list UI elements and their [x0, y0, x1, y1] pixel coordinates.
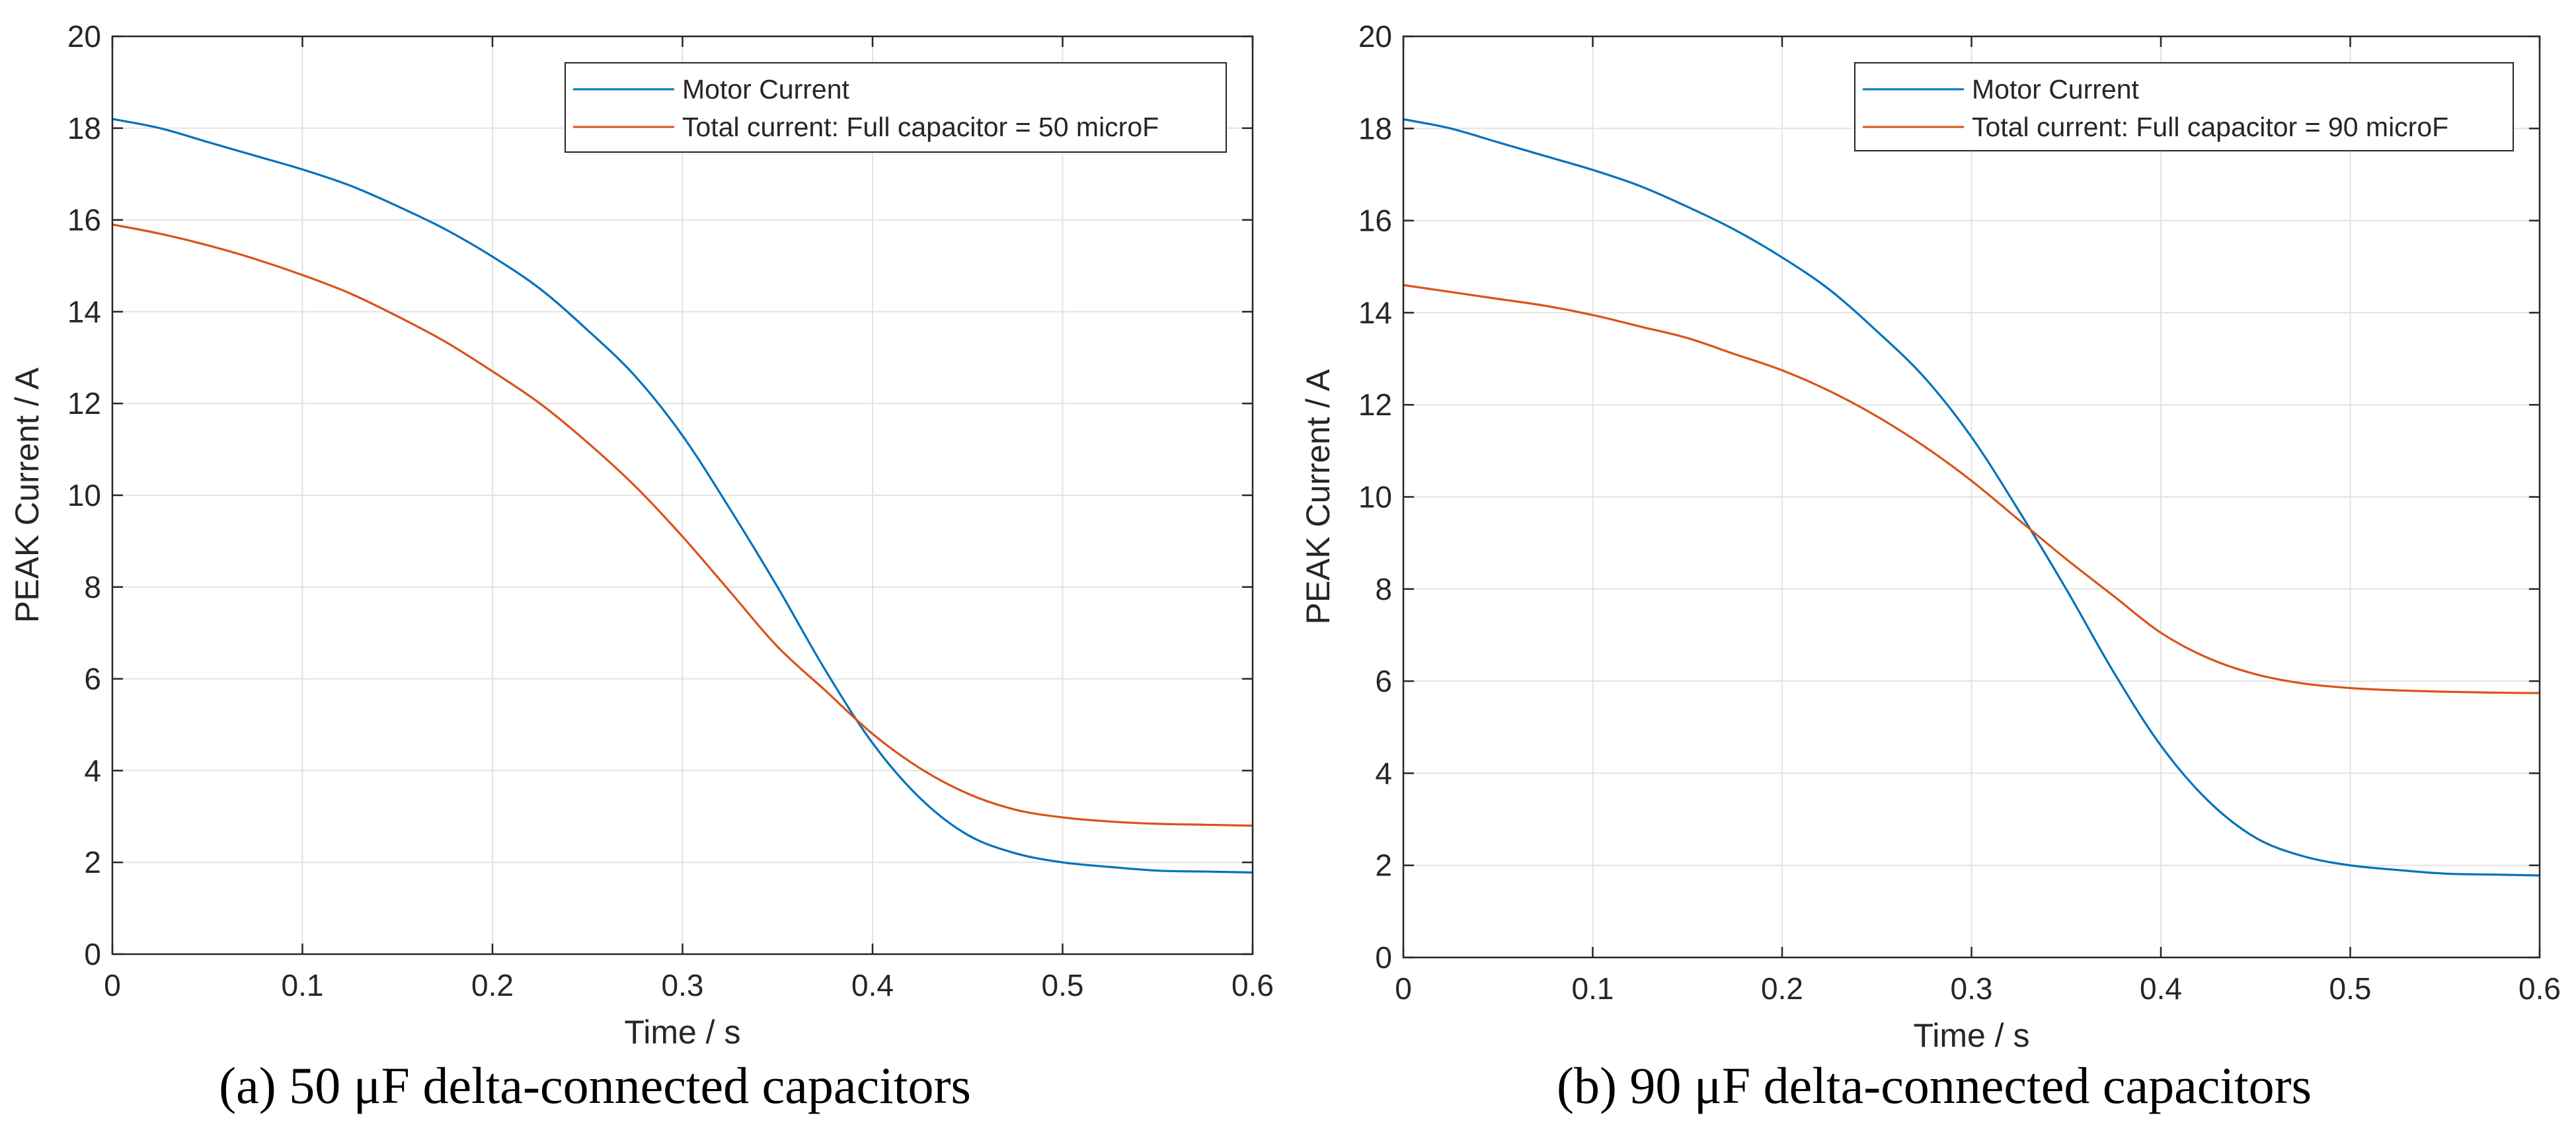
panel-b-y-tick-label: 2 — [1375, 848, 1392, 883]
panel-a-x-tick-label: 0.5 — [1042, 968, 1084, 1002]
panel-b-legend-box — [1854, 62, 2514, 151]
panel-a-y-tick-label: 0 — [84, 937, 101, 971]
panel-b-y-tick-label: 0 — [1375, 940, 1392, 975]
panel-a-y-tick-label: 12 — [67, 386, 101, 421]
panel-b-grid — [1403, 36, 2540, 958]
panel-b-series-total-current — [1403, 284, 2540, 694]
panel-b-x-tick-label: 0.6 — [2518, 971, 2561, 1006]
panel-b: 0 0.1 0.2 0.3 0.4 0.5 0.6 0 2 4 6 8 10 12 14 16 18 20 Tim… — [1300, 19, 2561, 1114]
panel-b-legend-label-total: Total current: Full capacitor = 90 micro… — [1972, 112, 2448, 142]
panel-a-series — [112, 118, 1253, 874]
panel-a-x-tick-label: 0.1 — [282, 968, 324, 1002]
panel-a-x-tick-label: 0.6 — [1231, 968, 1274, 1002]
panel-a-series-total-current — [112, 223, 1253, 827]
panel-b-x-tick-label: 0.5 — [2329, 971, 2372, 1006]
panel-a-y-tick-label: 20 — [67, 19, 101, 54]
panel-b-y-tick-label: 14 — [1358, 296, 1392, 330]
panel-a-x-axis-label: Time / s — [625, 1014, 741, 1051]
panel-a-y-tick-label: 10 — [67, 478, 101, 512]
panel-b-legend: Motor Current Total current: Full capaci… — [1854, 62, 2514, 151]
panel-b-y-axis-label: PEAK Current / A — [1300, 369, 1337, 625]
panel-b-y-tick-label: 6 — [1375, 664, 1392, 698]
panel-a-y-axis-label: PEAK Current / A — [9, 367, 46, 623]
panel-b-x-tick-label: 0.3 — [1951, 971, 1993, 1006]
panel-a-legend-label-total: Total current: Full capacitor = 50 micro… — [682, 112, 1159, 142]
panel-b-series-motor-current — [1403, 118, 2540, 877]
panel-b-y-tick-label: 10 — [1358, 480, 1392, 514]
panel-b-x-tick-label: 0.2 — [1761, 971, 1803, 1006]
panel-b-y-tick-label: 16 — [1358, 204, 1392, 238]
panel-a-y-tick-label: 6 — [84, 662, 101, 696]
panel-a-x-tick-label: 0.4 — [851, 968, 894, 1002]
panel-a-y-tick-label: 16 — [67, 203, 101, 237]
panel-b-y-tick-label: 12 — [1358, 387, 1392, 422]
panel-a-legend: Motor Current Total current: Full capaci… — [565, 62, 1227, 153]
panel-b-x-tick-label: 0.1 — [1572, 971, 1614, 1006]
panel-b-y-tick-label: 4 — [1375, 756, 1392, 790]
panel-b-ticks: 0 0.1 0.2 0.3 0.4 0.5 0.6 0 2 4 6 8 10 12 14 16 18 20 — [1358, 19, 2561, 1006]
panel-a: 0 0.1 0.2 0.3 0.4 0.5 0.6 0 2 4 6 8 10 12 14 16 18 20 Tim… — [9, 19, 1274, 1114]
panel-a-legend-box — [565, 62, 1227, 153]
panel-b-x-axis-label: Time / s — [1914, 1017, 2030, 1054]
panel-a-x-tick-label: 0.2 — [471, 968, 514, 1002]
panel-b-legend-label-motor: Motor Current — [1972, 74, 2140, 104]
panel-b-caption: (b) 90 μF delta-connected capacitors — [1557, 1057, 2312, 1114]
panel-a-y-tick-label: 14 — [67, 294, 101, 329]
panel-a-legend-label-motor: Motor Current — [682, 74, 850, 104]
panel-b-x-tick-label: 0 — [1395, 971, 1412, 1006]
panel-a-ticks: 0 0.1 0.2 0.3 0.4 0.5 0.6 0 2 4 6 8 10 12 14 16 18 20 — [67, 19, 1274, 1002]
panel-a-series-motor-current — [112, 118, 1253, 874]
panel-b-y-tick-label: 18 — [1358, 111, 1392, 145]
panel-b-y-tick-label: 20 — [1358, 19, 1392, 54]
panel-a-y-tick-label: 4 — [84, 753, 101, 788]
panel-b-series — [1403, 118, 2540, 877]
panel-a-x-tick-label: 0 — [104, 968, 121, 1002]
panel-a-x-tick-label: 0.3 — [662, 968, 704, 1002]
panel-a-caption: (a) 50 μF delta-connected capacitors — [219, 1057, 971, 1114]
panel-b-x-tick-label: 0.4 — [2140, 971, 2182, 1006]
panel-a-y-tick-label: 8 — [84, 570, 101, 604]
panel-a-y-tick-label: 2 — [84, 845, 101, 879]
panel-b-y-tick-label: 8 — [1375, 572, 1392, 606]
panel-a-y-tick-label: 18 — [67, 111, 101, 145]
